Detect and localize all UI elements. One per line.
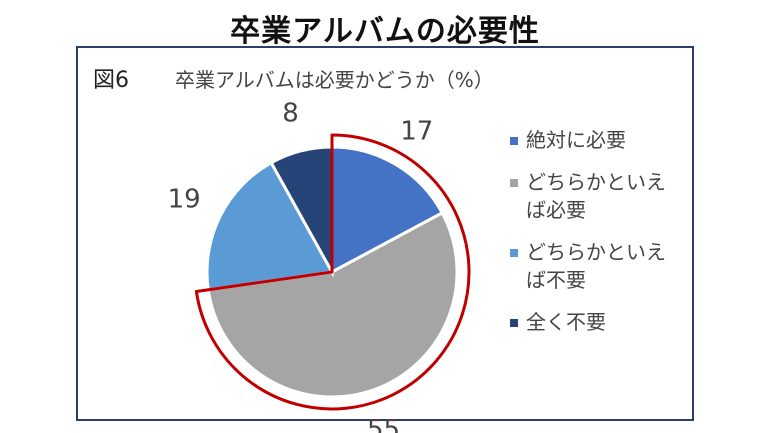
chart-title: 卒業アルバムは必要かどうか（%）	[175, 68, 494, 92]
figure-label: 図6	[93, 68, 129, 93]
pie-slice-2	[206, 210, 459, 399]
data-label-2: 55	[367, 415, 400, 433]
highlight-outline	[194, 133, 471, 411]
chart-legend: 絶対に必要どちらかといえば必要 どちらかといえば不要全く不要	[510, 126, 690, 350]
legend-item-4: 全く不要	[510, 308, 690, 336]
legend-swatch	[510, 249, 518, 257]
data-label-1: 17	[400, 116, 433, 146]
legend-label: 全く不要	[526, 310, 606, 334]
legend-item-3: どちらかといえば不要	[510, 238, 690, 294]
legend-item-1: 絶対に必要	[510, 126, 690, 154]
legend-swatch	[510, 137, 518, 145]
legend-label: どちらかといえば不要	[526, 240, 666, 292]
pie-slice-1	[330, 145, 445, 275]
legend-label: 絶対に必要	[526, 128, 626, 152]
legend-item-2: どちらかといえば必要	[510, 168, 690, 224]
main-title: 卒業アルバムの必要性	[230, 14, 540, 49]
data-label-4: 8	[282, 98, 299, 128]
legend-swatch	[510, 319, 518, 327]
legend-label: どちらかといえば必要	[526, 170, 666, 222]
data-label-3: 19	[168, 185, 201, 215]
pie-slice-3	[205, 160, 335, 292]
legend-swatch	[510, 179, 518, 187]
